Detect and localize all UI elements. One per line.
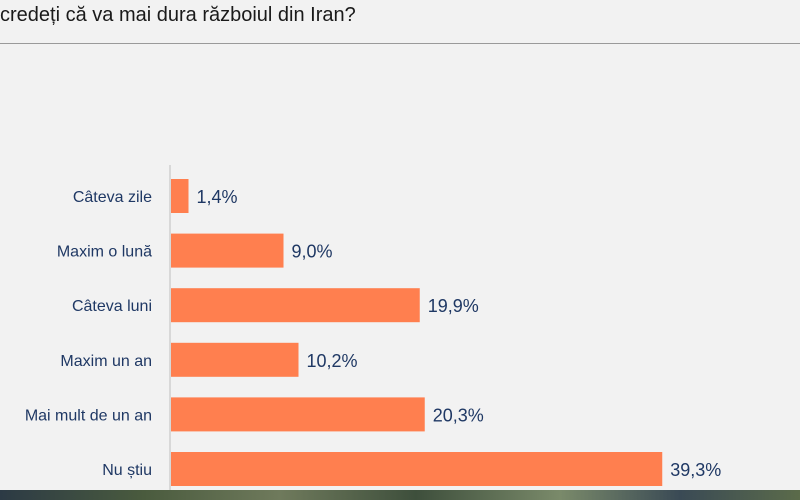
value-label: 39,3%: [670, 460, 721, 480]
bar: [171, 179, 189, 213]
value-label: 10,2%: [307, 351, 358, 371]
bar: [171, 233, 284, 268]
category-label: Nu știu: [102, 462, 152, 479]
bar: [171, 288, 420, 323]
value-label: 19,9%: [428, 296, 479, 316]
chart-title: credeți că va mai dura războiul din Iran…: [0, 4, 356, 26]
value-label: 9,0%: [292, 242, 333, 262]
category-label: Maxim un an: [60, 353, 152, 370]
value-label: 1,4%: [197, 187, 238, 207]
bar: [171, 397, 425, 432]
bar: [171, 342, 299, 377]
category-label: Maxim o lună: [57, 244, 152, 261]
value-label: 20,3%: [433, 405, 484, 425]
category-label: Câteva luni: [72, 298, 152, 315]
title-divider: [0, 43, 800, 44]
category-label: Mai mult de un an: [25, 407, 152, 424]
chart-marks: Câteva zile 1,4% Maxim o lună 9,0% Câteva lu…: [25, 179, 721, 486]
background-photo-strip: [0, 490, 800, 500]
bar: [171, 452, 663, 486]
category-label: Câteva zile: [73, 189, 152, 206]
